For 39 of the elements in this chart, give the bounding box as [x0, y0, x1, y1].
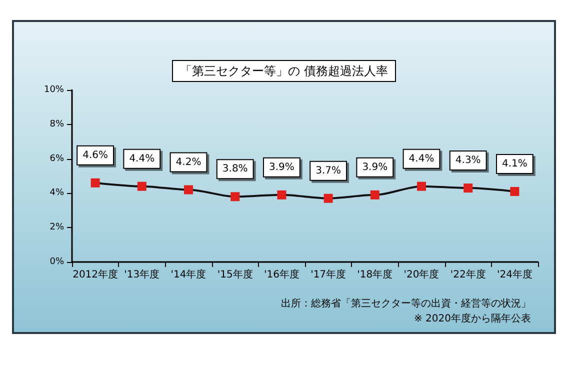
x-tick-label: '18年度	[357, 268, 393, 280]
x-tick-label: '15年度	[217, 268, 253, 280]
y-tick-label: 8%	[50, 119, 64, 130]
data-label: 4.6%	[82, 150, 108, 161]
text: ※ 2020年度から隔年公表	[414, 312, 532, 324]
data-label: 4.4%	[129, 153, 155, 164]
data-label: 3.8%	[222, 164, 248, 175]
chart-title: 「第三セクター等」の 債務超過法人率	[180, 64, 388, 78]
x-tick-label: '20年度	[404, 268, 440, 280]
x-tick-label: '22年度	[450, 268, 486, 280]
x-tick-label: '16年度	[264, 268, 300, 280]
point	[277, 190, 286, 200]
point	[90, 178, 100, 188]
y-tick-label: 10%	[44, 85, 64, 95]
data-label: 4.1%	[502, 158, 528, 170]
x-tick-label: 2012年度	[72, 268, 118, 280]
x-tick-label: '24年度	[496, 268, 532, 280]
data-label: 4.4%	[408, 153, 434, 164]
point	[184, 185, 193, 194]
x-tick-label: '13年度	[124, 268, 160, 280]
y-tick-label: 4%	[50, 188, 64, 198]
y-tick-label: 0%	[50, 257, 64, 267]
point	[137, 182, 146, 191]
data-label: 3.7%	[316, 165, 342, 176]
x-tick-label: '14年度	[170, 268, 206, 280]
y-tick-label: 6%	[50, 154, 64, 164]
point	[464, 184, 473, 193]
text: 出所：総務省「第三セクター等の出資・経営等の状況」	[281, 298, 531, 310]
y-tick-label: 2%	[50, 222, 64, 233]
point	[230, 192, 240, 202]
data-label: 3.9%	[268, 162, 294, 173]
point	[417, 182, 426, 191]
point	[324, 194, 333, 203]
data-label: 4.3%	[455, 155, 481, 166]
point	[510, 186, 520, 196]
point	[370, 190, 380, 200]
x-tick-label: '17年度	[310, 268, 346, 280]
data-label: 3.9%	[362, 162, 388, 173]
data-label: 4.2%	[176, 156, 202, 168]
